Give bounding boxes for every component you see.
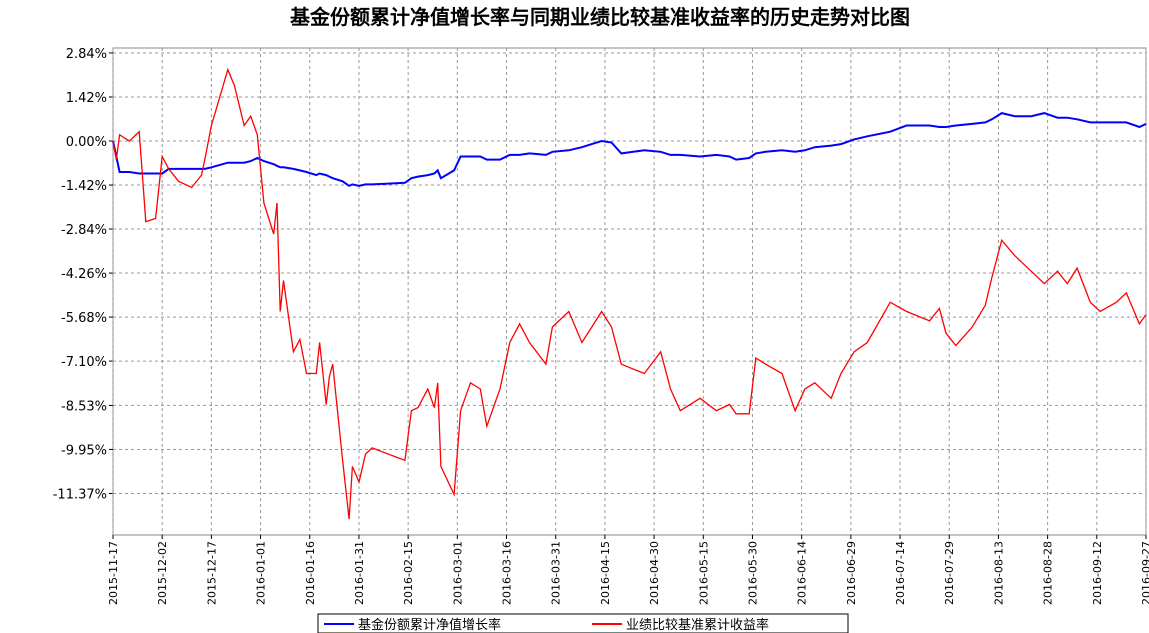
y-tick-label: 1.42% <box>66 91 107 106</box>
x-tick-label: 2016-02-15 <box>402 541 415 605</box>
x-tick-label: 2015-11-17 <box>107 541 120 605</box>
x-tick-label: 2016-05-15 <box>697 541 710 605</box>
x-tick-label: 2016-04-30 <box>648 541 661 605</box>
plot-area <box>112 47 1147 536</box>
x-tick-label: 2016-03-16 <box>501 541 514 605</box>
legend-label: 业绩比较基准累计收益率 <box>626 617 769 633</box>
y-tick-label: -4.26% <box>61 267 107 282</box>
x-tick-label: 2016-03-31 <box>550 541 563 605</box>
y-tick-label: -1.42% <box>61 179 107 194</box>
x-tick-label: 2016-07-14 <box>894 541 907 605</box>
x-tick-label: 2016-06-29 <box>845 541 858 605</box>
x-tick-label: 2016-04-15 <box>599 541 612 605</box>
y-tick-label: -11.37% <box>53 487 107 502</box>
x-tick-label: 2016-06-14 <box>796 541 809 605</box>
series-line <box>112 112 1147 188</box>
y-tick-label: 2.84% <box>66 47 107 62</box>
y-tick-label: -9.95% <box>61 443 107 458</box>
x-tick-label: 2016-01-01 <box>255 541 268 605</box>
y-tick-label: -2.84% <box>61 223 107 238</box>
x-tick-label: 2016-08-28 <box>1042 541 1055 605</box>
x-tick-label: 2016-03-01 <box>451 541 464 605</box>
chart-title: 基金份额累计净值增长率与同期业绩比较基准收益率的历史走势对比图 <box>290 5 910 29</box>
x-tick-label: 2016-05-30 <box>746 541 759 605</box>
x-tick-label: 2016-09-12 <box>1091 541 1104 605</box>
y-tick-label: -7.10% <box>61 355 107 370</box>
legend-label: 基金份额累计净值增长率 <box>358 617 501 633</box>
x-tick-label: 2016-01-31 <box>353 541 366 605</box>
x-tick-label: 2015-12-02 <box>156 541 169 605</box>
y-tick-label: 0.00% <box>66 135 107 150</box>
x-tick-label: 2016-09-27 <box>1140 541 1149 605</box>
x-tick-label: 2016-08-13 <box>992 541 1005 605</box>
x-tick-label: 2016-01-16 <box>304 541 317 605</box>
legend <box>317 613 849 633</box>
x-tick-label: 2016-07-29 <box>943 541 956 605</box>
y-tick-label: -5.68% <box>61 311 107 326</box>
y-tick-label: -8.53% <box>61 399 107 414</box>
series-line <box>112 67 1147 520</box>
x-tick-label: 2015-12-17 <box>205 541 218 605</box>
